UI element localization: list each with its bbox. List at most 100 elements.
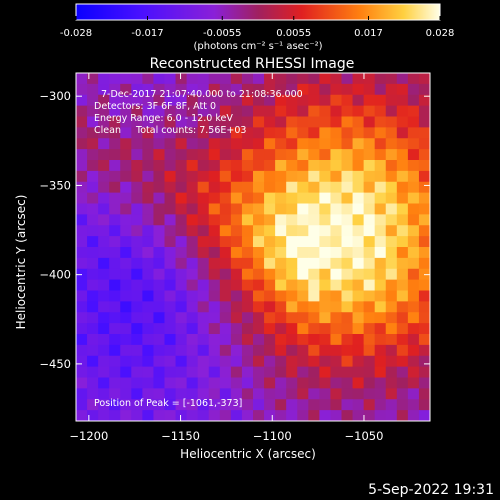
heatmap-cell bbox=[352, 323, 365, 335]
heatmap-cell bbox=[385, 116, 398, 128]
heatmap-cell bbox=[164, 149, 177, 161]
heatmap-cell bbox=[363, 355, 376, 368]
heatmap-cell bbox=[164, 399, 177, 411]
heatmap-cell bbox=[286, 203, 298, 215]
heatmap-cell bbox=[230, 268, 243, 281]
heatmap-cell bbox=[98, 312, 110, 324]
heatmap-cell bbox=[319, 105, 332, 118]
heatmap-cell bbox=[341, 257, 354, 270]
heatmap-cell bbox=[87, 355, 99, 368]
heatmap-cell bbox=[153, 323, 166, 335]
heatmap-cell bbox=[253, 127, 265, 139]
heatmap-cell bbox=[98, 149, 110, 161]
heatmap-cell bbox=[208, 73, 221, 85]
heatmap-cell bbox=[153, 290, 166, 302]
heatmap-cell bbox=[87, 377, 99, 389]
heatmap-cell bbox=[142, 192, 155, 205]
heatmap-cell bbox=[76, 344, 88, 357]
heatmap-cell bbox=[175, 83, 188, 96]
heatmap-cell bbox=[131, 127, 143, 139]
heatmap-cell bbox=[341, 334, 354, 346]
heatmap-cell bbox=[330, 73, 343, 85]
heatmap-cell bbox=[142, 312, 155, 324]
heatmap-cell bbox=[186, 399, 199, 411]
heatmap-cell bbox=[319, 181, 332, 194]
heatmap-cell bbox=[98, 138, 110, 150]
heatmap-cell bbox=[120, 160, 132, 172]
heatmap-cell bbox=[109, 268, 121, 281]
heatmap-cell bbox=[407, 138, 420, 150]
heatmap-cell bbox=[418, 247, 430, 259]
heatmap-cell bbox=[98, 355, 110, 368]
heatmap-cell bbox=[385, 225, 398, 237]
heatmap-cell bbox=[341, 181, 354, 194]
heatmap-cell bbox=[341, 149, 354, 161]
heatmap-cell bbox=[208, 94, 221, 107]
heatmap-cell bbox=[142, 127, 155, 139]
heatmap-cell bbox=[120, 192, 132, 205]
heatmap-cell bbox=[142, 225, 155, 237]
heatmap-cell bbox=[275, 181, 287, 194]
heatmap-cell bbox=[385, 377, 398, 389]
heatmap-cell bbox=[297, 225, 309, 237]
heatmap-cell bbox=[385, 105, 398, 118]
heatmap-cell bbox=[241, 203, 254, 215]
heatmap-cell bbox=[418, 377, 430, 389]
colorbar-tick-label: 0.0055 bbox=[276, 28, 311, 39]
heatmap-cell bbox=[208, 105, 221, 118]
heatmap-cell bbox=[76, 377, 88, 389]
heatmap-cell bbox=[153, 410, 166, 421]
heatmap-cell bbox=[208, 344, 221, 357]
heatmap-cell bbox=[385, 312, 398, 324]
heatmap-cell bbox=[153, 181, 166, 194]
heatmap-cell bbox=[308, 312, 320, 324]
heatmap-cell bbox=[286, 192, 298, 205]
heatmap-cell bbox=[264, 279, 276, 292]
heatmap-cell bbox=[308, 399, 320, 411]
heatmap-cell bbox=[363, 105, 376, 118]
colorbar-tick-label: -0.0055 bbox=[203, 28, 242, 39]
heatmap-cell bbox=[98, 399, 110, 411]
heatmap-cell bbox=[153, 94, 166, 107]
heatmap-cell bbox=[264, 334, 276, 346]
heatmap-cell bbox=[253, 203, 265, 215]
heatmap-cell bbox=[76, 83, 88, 96]
heatmap-cell bbox=[297, 366, 309, 379]
heatmap-cell bbox=[385, 160, 398, 172]
heatmap-cell bbox=[164, 247, 177, 259]
heatmap-cell bbox=[142, 94, 155, 107]
heatmap-cell bbox=[374, 170, 387, 183]
heatmap-cell bbox=[374, 73, 387, 85]
heatmap-cell bbox=[197, 105, 210, 118]
heatmap-cell bbox=[385, 290, 398, 302]
heatmap-cell bbox=[330, 127, 343, 139]
heatmap-cell bbox=[385, 236, 398, 248]
heatmap-cell bbox=[98, 127, 110, 139]
heatmap-cell bbox=[275, 192, 287, 205]
heatmap-cell bbox=[253, 410, 265, 421]
heatmap-cell bbox=[374, 127, 387, 139]
heatmap-cell bbox=[175, 355, 188, 368]
heatmap-cell bbox=[396, 236, 409, 248]
heatmap-cell bbox=[352, 138, 365, 150]
heatmap-cell bbox=[330, 192, 343, 205]
heatmap-cell bbox=[120, 116, 132, 128]
heatmap-cell bbox=[87, 323, 99, 335]
heatmap-cell bbox=[341, 388, 354, 400]
heatmap-cell bbox=[186, 236, 199, 248]
heatmap-cell bbox=[286, 388, 298, 400]
heatmap-cell bbox=[131, 105, 143, 118]
heatmap-cell bbox=[418, 192, 430, 205]
heatmap-cell bbox=[98, 257, 110, 270]
heatmap-cell bbox=[308, 334, 320, 346]
heatmap-cell bbox=[241, 399, 254, 411]
heatmap-cell bbox=[131, 257, 143, 270]
heatmap-cell bbox=[241, 410, 254, 421]
heatmap-cell bbox=[219, 355, 232, 368]
heatmap-cell bbox=[109, 388, 121, 400]
heatmap-cell bbox=[109, 170, 121, 183]
heatmap-cell bbox=[407, 290, 420, 302]
heatmap-cell bbox=[230, 127, 243, 139]
heatmap-cell bbox=[297, 94, 309, 107]
heatmap-cell bbox=[197, 225, 210, 237]
